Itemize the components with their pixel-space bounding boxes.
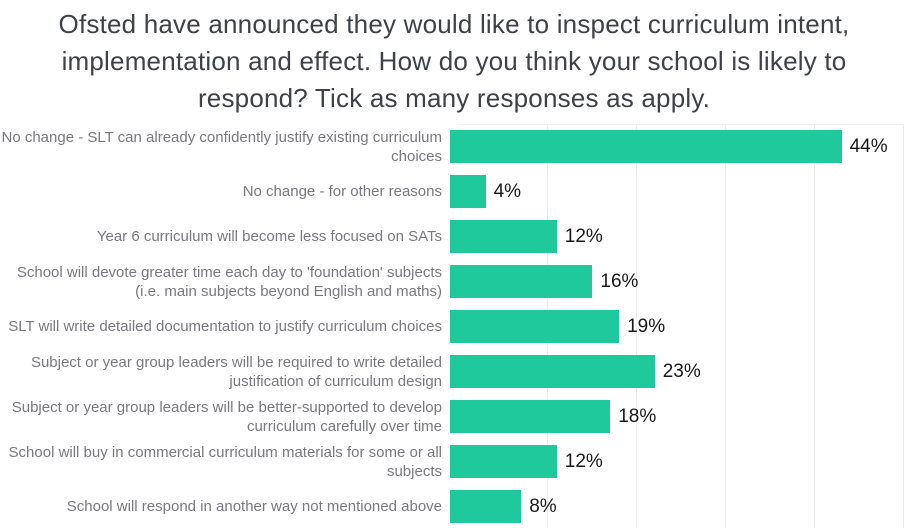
bar xyxy=(450,400,611,433)
value-label: 12% xyxy=(564,450,603,472)
chart-row: No change - SLT can already confidently … xyxy=(0,124,908,169)
category-label: Year 6 curriculum will become less focus… xyxy=(96,228,442,245)
bar-cell: 4% xyxy=(450,175,895,208)
value-label: 4% xyxy=(493,180,522,202)
chart-row: School will respond in another way not m… xyxy=(0,484,908,528)
bar-cell: 19% xyxy=(450,310,895,343)
category-label: School will respond in another way not m… xyxy=(66,498,442,515)
category-label: School will devote greater time each day… xyxy=(16,263,442,300)
bar xyxy=(450,355,655,388)
category-label: School will buy in commercial curriculum… xyxy=(8,443,442,480)
chart-row: Year 6 curriculum will become less focus… xyxy=(0,214,908,259)
bar-cell: 12% xyxy=(450,445,895,478)
category-label: No change - SLT can already confidently … xyxy=(1,128,443,165)
bar xyxy=(450,490,522,523)
chart-title: Ofsted have announced they would like to… xyxy=(58,9,850,113)
bar xyxy=(450,310,620,343)
value-label: 23% xyxy=(662,360,701,382)
bar xyxy=(450,175,486,208)
value-label: 18% xyxy=(618,405,657,427)
bar xyxy=(450,445,557,478)
bar xyxy=(450,130,842,163)
chart-row: Subject or year group leaders will be be… xyxy=(0,394,908,439)
category-label: SLT will write detailed documentation to… xyxy=(8,318,442,335)
value-label: 44% xyxy=(849,135,888,157)
bar-cell: 12% xyxy=(450,220,895,253)
value-label: 19% xyxy=(627,315,666,337)
category-label: Subject or year group leaders will be be… xyxy=(11,398,442,435)
value-label: 8% xyxy=(529,495,557,517)
bar-cell: 44% xyxy=(450,130,895,163)
chart-row: SLT will write detailed documentation to… xyxy=(0,304,908,349)
category-label: No change - for other reasons xyxy=(242,183,442,200)
bar xyxy=(450,265,593,298)
bar xyxy=(450,220,557,253)
value-label: 16% xyxy=(600,270,639,292)
value-label: 12% xyxy=(564,225,603,247)
category-label: Subject or year group leaders will be re… xyxy=(30,353,442,390)
bar-cell: 23% xyxy=(450,355,895,388)
chart-row: Subject or year group leaders will be re… xyxy=(0,349,908,394)
chart-rows: No change - SLT can already confidently … xyxy=(0,124,908,528)
bar-cell: 18% xyxy=(450,400,895,433)
bar-cell: 16% xyxy=(450,265,895,298)
chart-row: No change - for other reasons 4% xyxy=(0,169,908,214)
chart-row: School will devote greater time each day… xyxy=(0,259,908,304)
chart-row: School will buy in commercial curriculum… xyxy=(0,439,908,484)
bar-cell: 8% xyxy=(450,490,895,523)
bar-chart-plot: No change - SLT can already confidently … xyxy=(0,124,908,528)
